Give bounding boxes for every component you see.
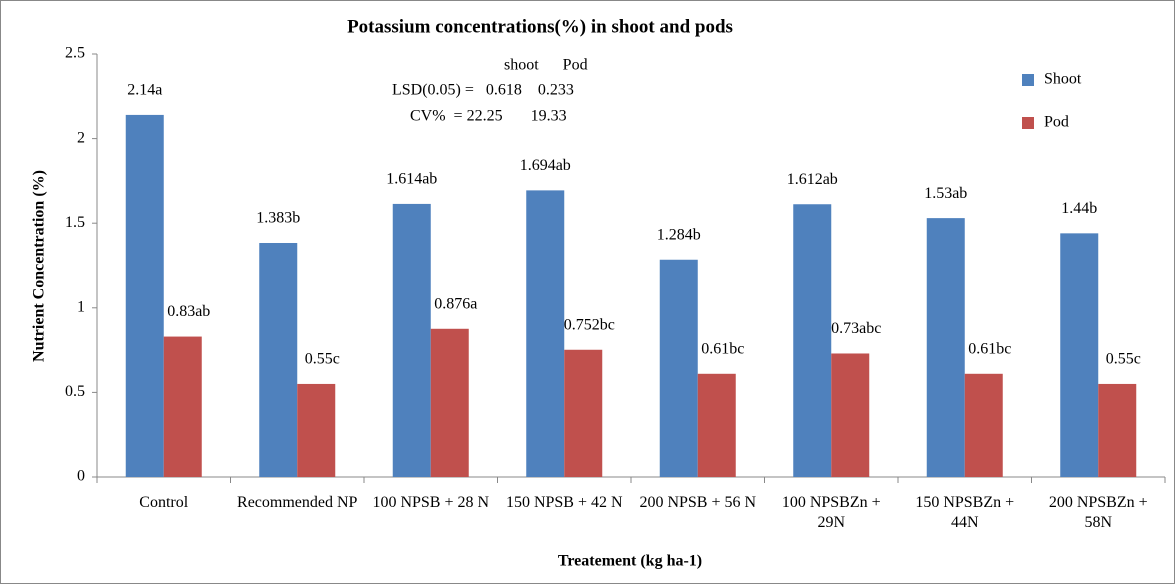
data-label: 2.14a xyxy=(127,82,162,99)
y-tick-label: 0 xyxy=(77,468,85,485)
x-tick-label: Control xyxy=(139,494,189,511)
data-label: 0.83ab xyxy=(167,303,210,320)
x-tick-label: 150 NPSBZn + 44N xyxy=(915,494,1015,531)
bar xyxy=(831,353,870,477)
bar xyxy=(430,328,469,477)
x-tick-label: 200 NPSBZn + 58N xyxy=(1048,494,1148,531)
bar xyxy=(297,383,336,477)
legend-label: Pod xyxy=(1044,114,1069,131)
data-label: 1.614ab xyxy=(386,171,437,188)
y-tick-label: 1.5 xyxy=(65,214,85,231)
data-label: 1.383b xyxy=(256,210,300,227)
data-label: 1.612ab xyxy=(787,171,838,188)
bar xyxy=(259,242,298,477)
y-tick-label: 2 xyxy=(77,129,85,146)
bar xyxy=(125,114,164,478)
x-tick-label: Recommended NP xyxy=(237,494,358,511)
legend-swatch xyxy=(1022,117,1034,129)
legend-label: Shoot xyxy=(1044,71,1082,88)
chart-title: Potassium concentrations(%) in shoot and… xyxy=(347,16,733,37)
bar xyxy=(1098,383,1137,477)
x-tick-label: 100 NPSBZn + 29N xyxy=(781,494,881,531)
data-label: 0.55c xyxy=(305,351,340,368)
data-label: 0.876a xyxy=(434,295,477,312)
x-tick-label: 150 NPSB + 42 N xyxy=(505,494,623,511)
data-label: 1.44b xyxy=(1061,200,1097,217)
y-axis-title: Nutrient Concentration (%) xyxy=(31,170,48,362)
data-label: 0.73abc xyxy=(831,320,881,337)
x-tick-label: 100 NPSB + 28 N xyxy=(372,494,490,511)
bar xyxy=(564,349,603,477)
x-axis-title: Treatement (kg ha-1) xyxy=(558,553,702,570)
data-label: 0.55c xyxy=(1106,351,1141,368)
bar xyxy=(964,373,1003,477)
annotation: shoot Pod xyxy=(504,57,588,74)
bar xyxy=(163,336,202,477)
y-tick-label: 0.5 xyxy=(65,383,85,400)
data-label: 0.752bc xyxy=(564,316,615,333)
legend-swatch xyxy=(1022,74,1034,86)
bar xyxy=(659,259,698,477)
bar xyxy=(697,373,736,477)
bar xyxy=(926,218,965,477)
data-label: 0.61bc xyxy=(968,340,1011,357)
bar xyxy=(392,203,431,477)
y-tick-label: 2.5 xyxy=(65,45,85,62)
data-label: 1.53ab xyxy=(924,185,967,202)
y-tick-label: 1 xyxy=(77,298,85,315)
bar xyxy=(526,190,565,478)
bar xyxy=(1060,233,1099,477)
data-label: 1.694ab xyxy=(520,157,571,174)
bar xyxy=(793,204,832,477)
x-tick-label: 200 NPSB + 56 N xyxy=(639,494,757,511)
annotation: LSD(0.05) = 0.618 0.233 xyxy=(392,82,574,99)
annotation: CV% = 22.25 19.33 xyxy=(410,108,567,125)
data-label: 0.61bc xyxy=(701,340,744,357)
data-label: 1.284b xyxy=(657,226,701,243)
